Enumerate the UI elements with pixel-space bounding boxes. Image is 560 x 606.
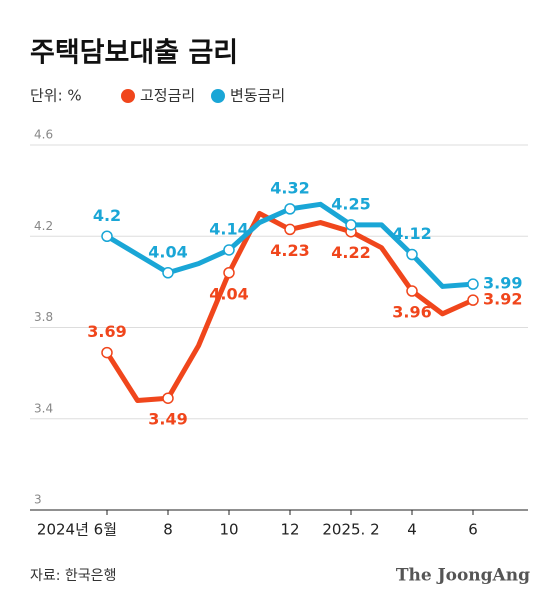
source: 자료: 한국은행 <box>30 568 116 584</box>
x-tick-label: 6 <box>468 521 478 539</box>
y-tick-label: 3.4 <box>34 401 53 415</box>
point-marker <box>223 267 235 279</box>
point-marker <box>101 346 113 359</box>
point-marker <box>406 285 418 297</box>
brand-logo: The JoongAng <box>396 566 530 586</box>
x-tick-label: 10 <box>219 521 238 539</box>
point-marker <box>467 278 479 290</box>
y-tick-label: 3 <box>34 493 42 507</box>
value-label: 3.49 <box>148 410 187 429</box>
value-label: 4.04 <box>209 284 248 303</box>
point-marker <box>284 203 296 215</box>
value-label: 4.25 <box>331 194 370 213</box>
point-marker <box>101 230 113 242</box>
legend-label: 변동금리 <box>230 87 285 105</box>
point-marker <box>162 392 174 404</box>
value-label: 4.04 <box>148 242 187 261</box>
y-tick-label: 4.2 <box>34 219 53 233</box>
legend-marker <box>211 89 225 103</box>
point-marker <box>345 219 357 231</box>
point-marker <box>284 223 296 236</box>
point-marker <box>467 294 479 306</box>
y-tick-label: 4.6 <box>34 128 53 142</box>
value-label: 4.12 <box>392 224 431 243</box>
x-tick-label: 12 <box>280 521 299 539</box>
unit-label: 단위: % <box>30 87 82 105</box>
legend-marker <box>121 89 135 103</box>
value-label: 3.96 <box>392 303 431 322</box>
value-label: 4.23 <box>270 241 309 260</box>
x-tick-label: 4 <box>407 521 417 539</box>
y-tick-label: 3.8 <box>34 310 53 324</box>
x-tick-label: 8 <box>163 521 173 539</box>
point-marker <box>162 267 174 279</box>
x-tick-label: 2025. 2 <box>322 521 379 539</box>
value-label: 3.92 <box>483 290 522 309</box>
legend-label: 고정금리 <box>140 87 195 105</box>
chart-title: 주택담보대출 금리 <box>30 38 238 69</box>
value-label: 4.2 <box>93 206 121 225</box>
value-label: 3.69 <box>87 322 126 341</box>
value-label: 4.14 <box>209 219 248 238</box>
x-tick-label: 2024년 6월 <box>37 521 117 539</box>
value-label: 3.99 <box>483 274 522 293</box>
value-label: 4.32 <box>270 178 309 197</box>
value-label: 4.22 <box>331 243 370 262</box>
point-marker <box>223 244 235 256</box>
point-marker <box>406 248 418 261</box>
